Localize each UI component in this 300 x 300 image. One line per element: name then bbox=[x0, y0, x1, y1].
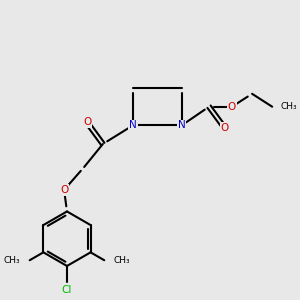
Text: CH₃: CH₃ bbox=[113, 256, 130, 265]
Text: N: N bbox=[178, 120, 186, 130]
Text: Cl: Cl bbox=[62, 285, 72, 295]
Text: N: N bbox=[129, 120, 137, 130]
Text: O: O bbox=[60, 185, 68, 195]
Text: O: O bbox=[83, 118, 91, 128]
Text: O: O bbox=[221, 123, 229, 133]
Text: O: O bbox=[228, 102, 236, 112]
Text: CH₃: CH₃ bbox=[4, 256, 20, 265]
Text: CH₃: CH₃ bbox=[281, 102, 297, 111]
